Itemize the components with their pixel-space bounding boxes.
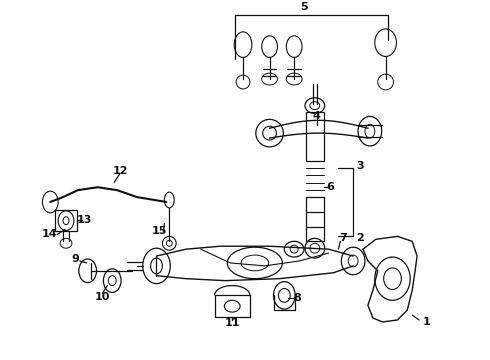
Text: 5: 5 [300,2,308,12]
Text: 13: 13 [77,215,93,225]
Text: 11: 11 [224,318,240,328]
Bar [55,210,77,231]
Text: 8: 8 [293,293,301,303]
Text: 14: 14 [42,229,57,239]
Text: 2: 2 [356,233,364,243]
Bar [216,296,250,317]
Text: 4: 4 [313,112,321,121]
Text: 7: 7 [340,233,347,243]
Text: 6: 6 [327,182,335,192]
Text: 15: 15 [152,226,167,237]
Text: 9: 9 [71,254,79,264]
Text: 1: 1 [423,317,431,327]
Bar [306,197,324,241]
Bar [306,112,324,161]
Text: 10: 10 [95,292,110,302]
Text: 3: 3 [356,161,364,171]
Text: 12: 12 [112,166,128,176]
